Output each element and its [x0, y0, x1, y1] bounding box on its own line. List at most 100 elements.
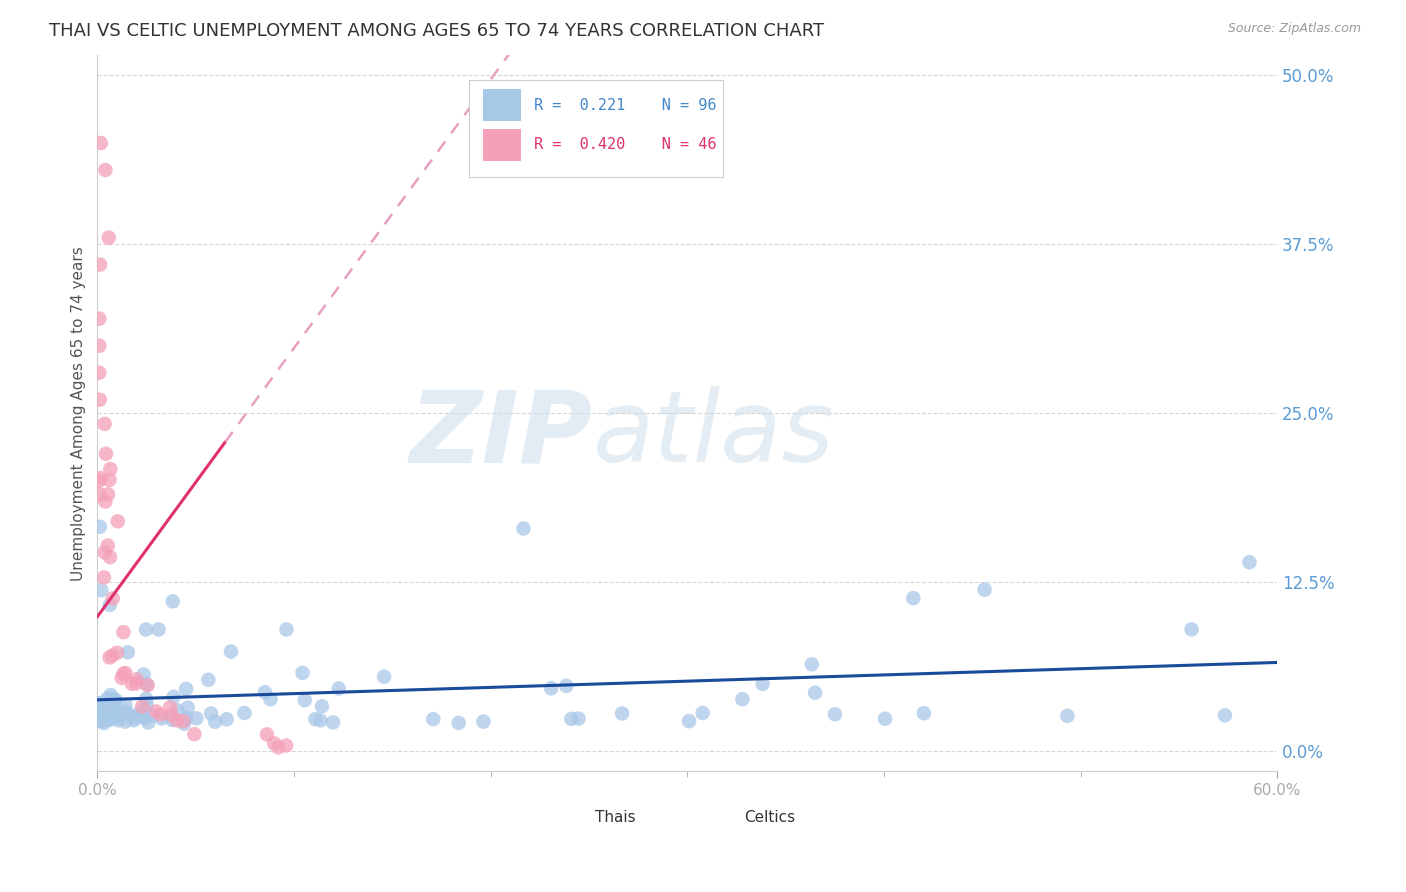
Point [276, 623, 298, 637]
Point [176, 711, 198, 725]
Point [294, 693, 316, 707]
Point [105, 706, 128, 720]
Point [94, 494, 117, 508]
Point [131, 710, 153, 724]
Point [136, 677, 159, 691]
Point [263, 736, 285, 750]
Point [267, 740, 290, 755]
Point [101, 648, 124, 663]
Point [129, 706, 152, 720]
Text: THAI VS CELTIC UNEMPLOYMENT AMONG AGES 65 TO 74 YEARS CORRELATION CHART: THAI VS CELTIC UNEMPLOYMENT AMONG AGES 6… [49, 22, 824, 40]
Point [162, 594, 184, 608]
Point [89, 714, 111, 728]
Point [93, 716, 115, 731]
Point [131, 699, 153, 714]
Point [98, 650, 121, 665]
Point [97, 230, 120, 244]
Point [101, 691, 124, 706]
Point [1239, 555, 1261, 569]
Point [89, 696, 111, 710]
Point [98, 550, 121, 565]
Point [89, 474, 111, 488]
Point [90, 136, 112, 150]
Point [125, 673, 148, 687]
Point [174, 681, 197, 696]
Point [166, 703, 188, 717]
Point [114, 705, 136, 719]
Point [1213, 708, 1236, 723]
Point [114, 698, 136, 712]
Point [692, 706, 714, 720]
Point [122, 710, 145, 724]
Point [138, 715, 160, 730]
Point [145, 705, 167, 719]
Point [274, 739, 297, 753]
Point [98, 473, 121, 487]
Point [97, 539, 120, 553]
Point [114, 665, 136, 680]
Point [751, 677, 773, 691]
Point [804, 686, 827, 700]
Point [96, 691, 118, 706]
Point [107, 514, 129, 528]
Point [200, 706, 222, 721]
Text: ZIP: ZIP [411, 386, 593, 483]
Point [311, 699, 333, 714]
Point [172, 714, 194, 729]
Point [875, 712, 897, 726]
Point [912, 706, 935, 721]
Point [125, 676, 148, 690]
Point [173, 716, 195, 731]
Point [259, 692, 281, 706]
Point [159, 700, 181, 714]
Point [678, 714, 700, 728]
Point [512, 522, 534, 536]
Point [256, 727, 278, 741]
Point [610, 706, 633, 721]
Point [186, 711, 208, 725]
Point [118, 706, 141, 721]
Point [105, 707, 128, 722]
Point [447, 715, 470, 730]
Point [101, 591, 124, 606]
FancyBboxPatch shape [470, 80, 723, 177]
Point [177, 700, 200, 714]
Point [540, 681, 562, 696]
Point [141, 708, 163, 723]
Text: Celtics: Celtics [744, 811, 794, 825]
Point [135, 698, 157, 712]
Point [183, 727, 205, 741]
Point [104, 700, 127, 714]
Point [135, 623, 157, 637]
Point [98, 462, 121, 476]
Point [309, 714, 332, 728]
Point [98, 713, 121, 727]
Point [98, 701, 121, 715]
Point [90, 583, 112, 598]
Bar [484, 128, 522, 161]
Point [800, 657, 823, 672]
Point [89, 487, 111, 501]
Point [107, 709, 129, 723]
Point [89, 709, 111, 723]
Point [97, 487, 120, 501]
Point [291, 665, 314, 680]
Point [1181, 623, 1204, 637]
Point [89, 711, 111, 725]
Bar [699, 802, 734, 834]
Point [422, 712, 444, 726]
Point [89, 392, 111, 407]
Point [121, 677, 143, 691]
Point [105, 646, 128, 660]
Point [89, 366, 111, 380]
Bar [551, 802, 588, 834]
Point [472, 714, 495, 729]
Point [136, 678, 159, 692]
Point [150, 711, 173, 725]
Point [567, 712, 589, 726]
Point [219, 644, 242, 658]
Point [100, 688, 122, 702]
Point [134, 711, 156, 725]
Point [93, 545, 115, 559]
Point [731, 692, 754, 706]
